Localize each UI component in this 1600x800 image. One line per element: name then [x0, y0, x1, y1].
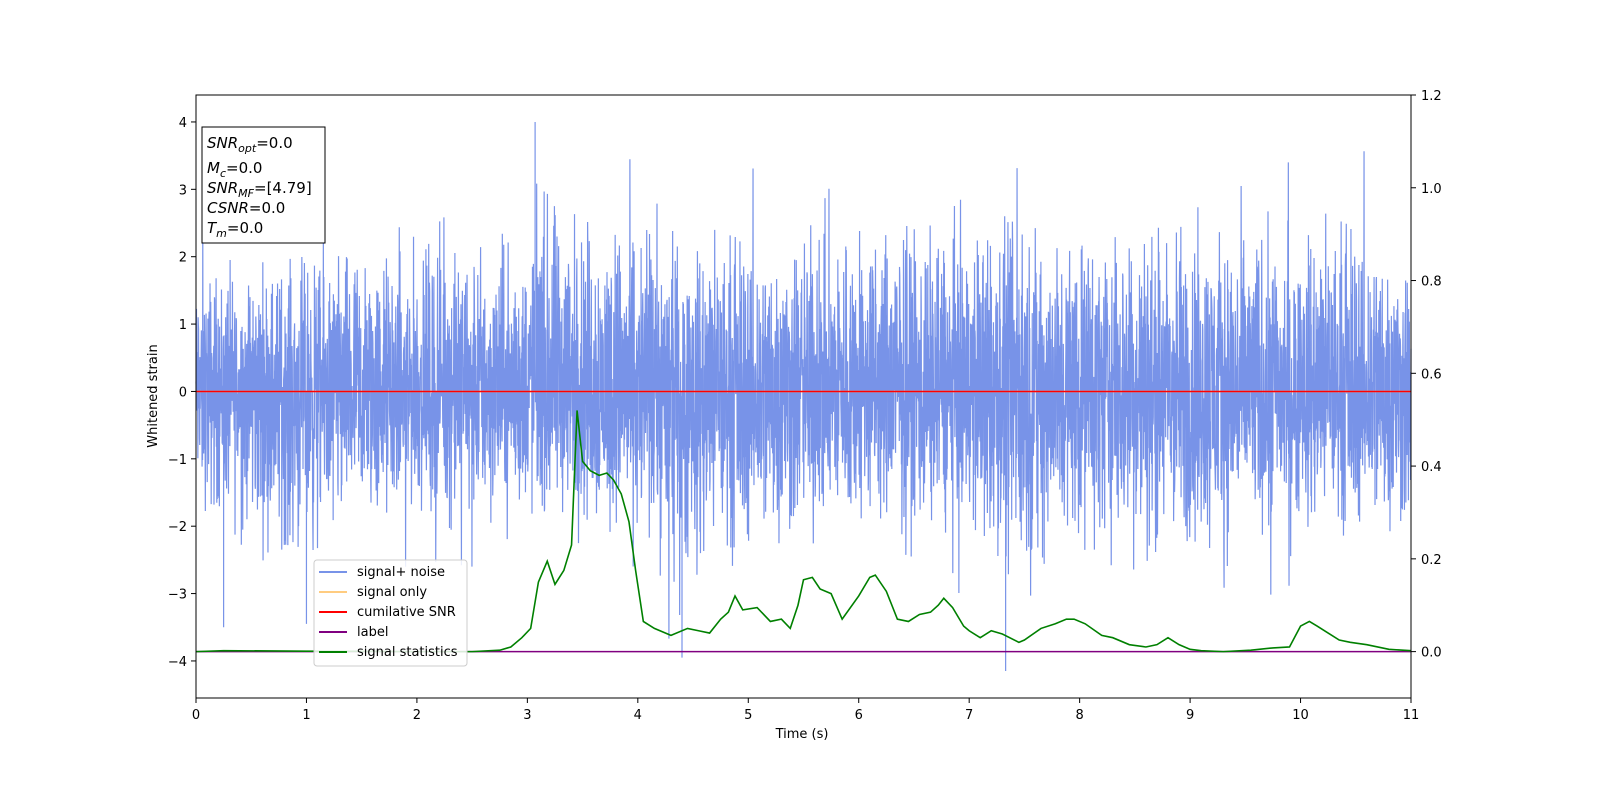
x-axis: 0 1 2 3 4 5 6 7 8 9 10 11 — [192, 698, 1419, 723]
y-tick-label: −2 — [168, 520, 187, 535]
legend-label-signal-only: signal only — [357, 585, 427, 600]
y-tick-label: 4 — [179, 116, 187, 131]
legend: signal+ noise signal only cumilative SNR… — [313, 559, 468, 667]
y2-tick-label: 0.0 — [1421, 646, 1442, 661]
csnr-text: CSNR=0.0 — [207, 199, 285, 217]
y2-tick-label: 1.2 — [1421, 89, 1442, 104]
legend-label-label: label — [357, 625, 388, 640]
x-tick-label: 10 — [1292, 708, 1309, 723]
x-tick-label: 0 — [192, 708, 200, 723]
y-tick-label: 3 — [179, 183, 187, 198]
y2-tick-label: 1.0 — [1421, 182, 1442, 197]
y2-tick-label: 0.2 — [1421, 553, 1442, 568]
y2-tick-label: 0.6 — [1421, 367, 1442, 382]
snr-mf-text: SNRMF=[4.79] — [207, 179, 312, 200]
y-tick-label: 1 — [179, 318, 187, 333]
legend-label-cumilative-snr: cumilative SNR — [357, 605, 456, 620]
x-tick-label: 2 — [413, 708, 421, 723]
x-tick-label: 1 — [302, 708, 310, 723]
x-tick-label: 7 — [965, 708, 973, 723]
y-tick-label: 2 — [179, 251, 187, 266]
x-tick-label: 9 — [1186, 708, 1194, 723]
x-axis-label: Time (s) — [775, 727, 829, 742]
legend-label-signal-statistics: signal statistics — [357, 645, 458, 660]
series-signal-noise — [195, 121, 1412, 672]
x-tick-label: 3 — [523, 708, 531, 723]
x-tick-label: 5 — [744, 708, 752, 723]
legend-label-signal-noise: signal+ noise — [357, 565, 445, 580]
statistics-box: SNRopt=0.0 Mc=0.0 SNRMF=[4.79] CSNR=0.0 … — [201, 126, 326, 244]
y-tick-label: −4 — [168, 655, 187, 670]
y-tick-label: 0 — [179, 385, 187, 400]
snr-opt-text: SNRopt=0.0 — [207, 134, 293, 155]
x-tick-label: 4 — [634, 708, 642, 723]
chirp-mass-text: Mc=0.0 — [207, 159, 262, 180]
axes-frame — [195, 94, 1412, 699]
series-signal-statistics — [195, 410, 1412, 653]
y-tick-label: −3 — [168, 588, 187, 603]
x-tick-label: 8 — [1075, 708, 1083, 723]
y-axis-label: Whitened strain — [146, 344, 161, 447]
y-axis-right: 1.2 1.0 0.8 0.6 0.4 0.2 0.0 — [1411, 89, 1442, 661]
x-tick-label: 11 — [1403, 708, 1420, 723]
tm-text: Tm=0.0 — [207, 219, 263, 240]
y2-tick-label: 0.4 — [1421, 460, 1442, 475]
y-axis-left: 4 3 2 1 0 −1 −2 −3 −4 — [168, 116, 196, 670]
x-tick-label: 6 — [855, 708, 863, 723]
y-tick-label: −1 — [168, 453, 187, 468]
y2-tick-label: 0.8 — [1421, 275, 1442, 290]
